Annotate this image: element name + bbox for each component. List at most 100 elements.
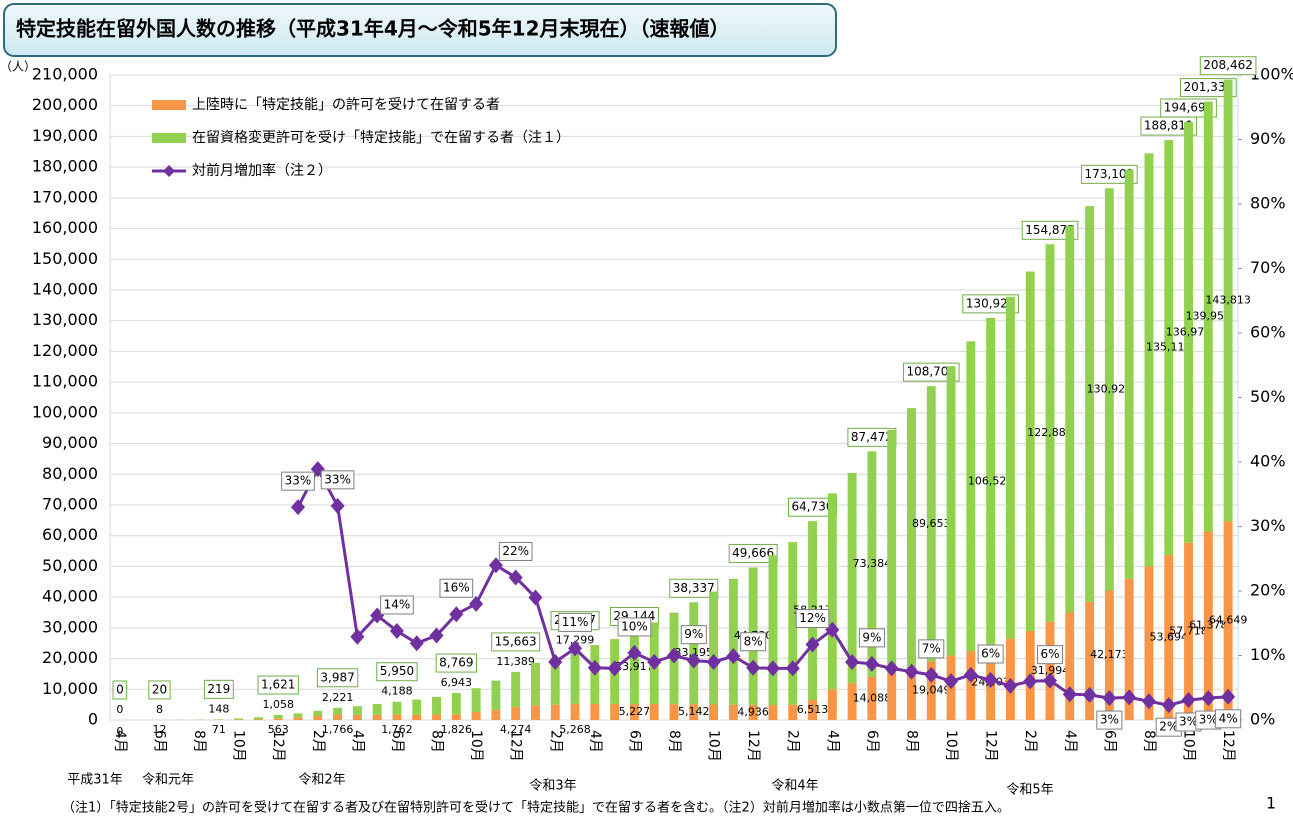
bar-segment <box>728 704 738 720</box>
bar-segment <box>669 704 679 720</box>
y2-tick-label: 20% <box>1250 581 1286 600</box>
bar-segment <box>788 704 798 720</box>
y-tick-label: 170,000 <box>32 187 98 206</box>
period-label: 令和元年 <box>142 773 194 788</box>
rate-marker <box>627 644 642 661</box>
rate-marker <box>904 663 919 680</box>
y2-tick-label: 50% <box>1250 387 1286 406</box>
x-tick-label: 2月 <box>785 730 801 753</box>
rate-marker <box>845 653 860 670</box>
bar-segment <box>926 386 936 662</box>
rate-label: 16% <box>443 581 470 595</box>
period-label: 平成31年 <box>67 773 123 788</box>
rate-marker <box>1062 686 1077 703</box>
total-label: 130,923 <box>966 296 1016 310</box>
rate-label: 9% <box>684 627 703 641</box>
rate-label-box <box>680 625 707 645</box>
x-tick-label: 4月 <box>824 730 840 753</box>
bar-segment <box>412 699 422 715</box>
rate-label: 14% <box>384 597 411 611</box>
bar-segment <box>986 317 996 646</box>
y-tick-label: 150,000 <box>32 249 98 268</box>
data-label: 5,227 <box>619 705 651 718</box>
bar-segment <box>966 341 976 651</box>
data-label: 42,173 <box>1090 648 1129 661</box>
bar-segment <box>1144 153 1154 567</box>
total-label: 8,769 <box>439 656 473 670</box>
total-label: 87,472 <box>851 430 893 444</box>
x-tick-label: 6月 <box>864 730 880 753</box>
total-label-box <box>257 675 299 695</box>
rate-marker <box>1003 677 1018 694</box>
data-label: 8 <box>156 703 163 716</box>
bar-segment <box>827 493 837 690</box>
y2-tick-label: 100% <box>1250 65 1293 84</box>
rate-marker <box>607 660 622 677</box>
rate-marker <box>1082 686 1097 703</box>
rate-marker <box>508 569 523 586</box>
data-label: 130,928 <box>1087 382 1133 395</box>
data-label: 71 <box>212 723 226 736</box>
total-label-box <box>1021 220 1079 240</box>
bar-segment <box>293 717 303 720</box>
y-tick-label: 40,000 <box>42 587 98 606</box>
rate-label-box <box>558 612 592 632</box>
y-tick-label: 110,000 <box>32 372 98 391</box>
bar-segment <box>946 366 956 656</box>
rate-marker <box>746 659 761 676</box>
bar-segment <box>907 666 916 720</box>
rate-marker <box>765 660 780 677</box>
bar-segment <box>728 578 738 705</box>
bar-segment <box>1104 188 1114 591</box>
bar-segment <box>531 705 540 720</box>
data-label: 2,221 <box>322 691 354 704</box>
bar-segment <box>847 683 857 720</box>
y2-tick-label: 0% <box>1250 710 1275 729</box>
data-label: 6,943 <box>441 676 473 689</box>
bar-segment <box>293 713 303 718</box>
total-label: 38,337 <box>673 581 715 595</box>
bar-segment <box>253 717 263 720</box>
total-label: 194,696 <box>1164 101 1214 115</box>
rate-label: 33% <box>285 474 312 488</box>
rate-label-box <box>498 541 533 561</box>
bar-segment <box>887 429 897 673</box>
x-tick-label: 6月 <box>626 730 642 753</box>
x-tick-label: 6月 <box>1101 730 1117 753</box>
bar-segment <box>253 719 263 720</box>
bar-segment <box>432 696 441 715</box>
rate-marker <box>686 652 701 669</box>
y-tick-label: 70,000 <box>42 495 98 514</box>
bar-segment <box>451 714 461 720</box>
y-tick-label: 30,000 <box>42 617 98 636</box>
bar-segment <box>1045 244 1055 622</box>
rate-label-box <box>320 470 355 490</box>
x-tick-label: 6月 <box>151 730 167 753</box>
total-label-box <box>902 362 960 382</box>
bar-segment <box>689 704 699 720</box>
legend-swatch <box>152 133 186 143</box>
legend-label: 対前月増加率（注２） <box>192 162 332 179</box>
rate-marker <box>963 666 978 683</box>
bar-segment <box>1164 140 1174 556</box>
bar-segment <box>412 714 422 720</box>
rate-label-box <box>1215 709 1242 729</box>
rate-label: 3% <box>1179 715 1198 729</box>
bar-segment <box>333 714 343 720</box>
total-label-box <box>112 680 128 700</box>
bar-segment <box>333 707 343 715</box>
bar-segment <box>451 693 461 715</box>
bar-segment <box>1045 621 1055 720</box>
bar-segment <box>847 472 857 684</box>
x-tick-label: 2月 <box>310 730 326 753</box>
data-label: 23,917 <box>615 660 654 673</box>
bar-segment <box>788 542 798 705</box>
rate-marker <box>1122 689 1137 706</box>
total-label-box <box>1180 78 1237 98</box>
total-label-box <box>1160 98 1217 118</box>
rate-marker <box>805 636 820 653</box>
bar-segment <box>867 451 877 677</box>
period-label: 令和2年 <box>298 773 345 788</box>
rate-marker <box>726 648 741 665</box>
